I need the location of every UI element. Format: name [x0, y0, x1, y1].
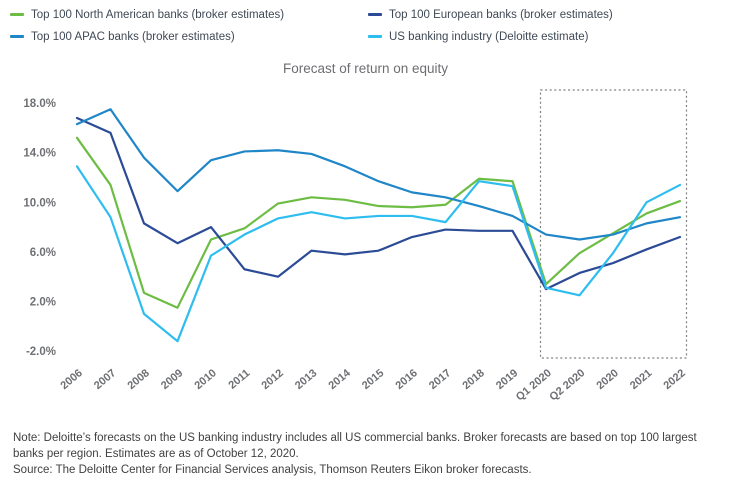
x-tick-label: 2009	[159, 367, 185, 392]
x-tick-label: Q1 2020	[514, 367, 554, 403]
legend-swatch-european	[368, 13, 382, 16]
x-tick-label: 2015	[360, 367, 386, 392]
series-line-north-american	[75, 136, 682, 309]
legend-item-north-american: Top 100 North American banks (broker est…	[10, 7, 368, 22]
x-tick-label: 2017	[427, 367, 453, 392]
x-tick-label: 2010	[192, 367, 218, 392]
y-tick-label: -2.0%	[26, 346, 56, 358]
x-tick-label: 2007	[92, 367, 118, 392]
legend-swatch-us-industry	[368, 35, 382, 38]
legend-item-european: Top 100 European banks (broker estimates…	[368, 7, 613, 22]
legend-label: Top 100 APAC banks (broker estimates)	[31, 30, 235, 43]
x-tick-label: 2021	[628, 367, 654, 392]
chart-legend: Top 100 North American banks (broker est…	[10, 7, 613, 44]
legend-label: Top 100 European banks (broker estimates…	[389, 8, 613, 21]
x-tick-label: 2016	[393, 367, 419, 392]
x-tick-label: 2018	[460, 367, 486, 392]
legend-item-apac: Top 100 APAC banks (broker estimates)	[10, 29, 368, 44]
chart-title: Forecast of return on equity	[282, 61, 449, 76]
series-line-us-industry	[75, 165, 682, 343]
y-tick-label: 18.0%	[23, 98, 56, 110]
y-tick-label: 14.0%	[23, 148, 56, 160]
x-tick-label: 2011	[226, 367, 252, 392]
x-tick-label: 2014	[326, 367, 353, 392]
y-tick-label: 10.0%	[23, 197, 56, 209]
x-tick-label: 2022	[661, 367, 687, 392]
x-tick-label: 2008	[125, 367, 151, 392]
legend-item-us-industry: US banking industry (Deloitte estimate)	[368, 29, 613, 44]
x-tick-label: 2013	[293, 367, 319, 392]
note-text: Note: Deloitte’s forecasts on the US ban…	[13, 432, 697, 460]
legend-swatch-apac	[10, 35, 24, 38]
legend-swatch-north-american	[10, 13, 24, 16]
plot-area: 18.0% 14.0% 10.0% 6.0% 2.0% -2.0%2006 2007 2008…	[23, 89, 688, 403]
x-tick-label: Q2 2020	[547, 367, 587, 403]
series-line-apac	[75, 108, 682, 241]
x-tick-label: 2020	[594, 367, 620, 392]
notes: Note: Deloitte’s forecasts on the US ban…	[13, 431, 719, 479]
source-text: Source: The Deloitte Center for Financia…	[13, 463, 532, 476]
series-line-european	[75, 116, 682, 291]
legend-label: US banking industry (Deloitte estimate)	[389, 30, 589, 43]
x-tick-label: 2012	[259, 367, 285, 392]
y-tick-label: 2.0%	[30, 297, 56, 309]
legend-label: Top 100 North American banks (broker est…	[31, 8, 285, 21]
x-tick-label: 2006	[58, 367, 84, 392]
y-tick-label: 6.0%	[30, 247, 56, 259]
forecast-region-box	[539, 89, 688, 359]
x-tick-label: 2019	[494, 367, 520, 392]
